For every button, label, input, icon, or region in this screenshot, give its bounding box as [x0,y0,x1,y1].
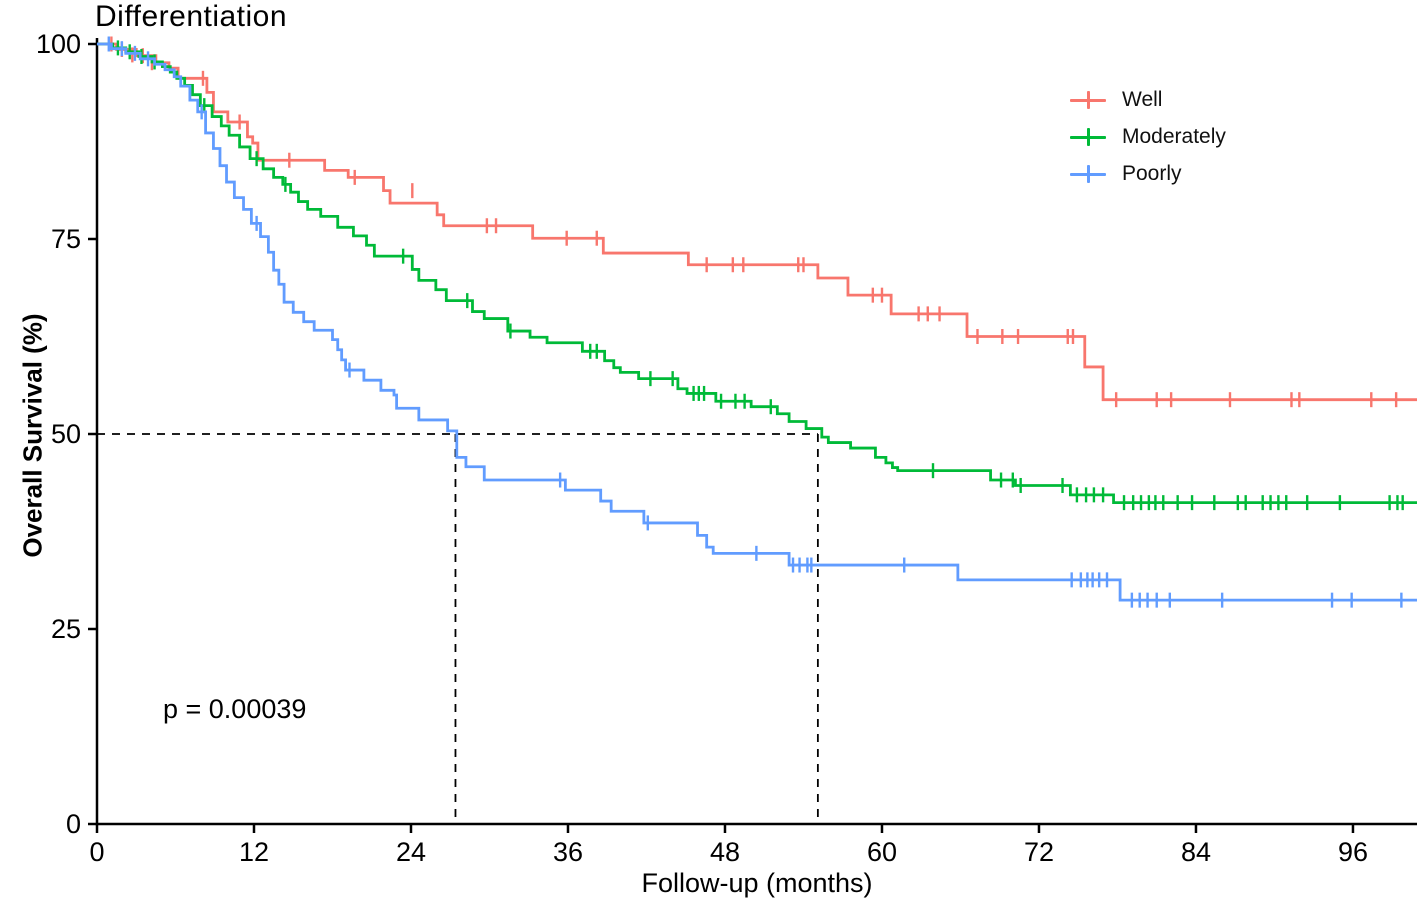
svg-text:100: 100 [36,29,81,59]
svg-text:48: 48 [710,837,740,867]
plot-title: Differentiation [95,0,288,33]
svg-text:0: 0 [66,809,81,839]
svg-text:84: 84 [1181,837,1211,867]
svg-text:36: 36 [553,837,583,867]
svg-text:12: 12 [239,837,269,867]
svg-text:75: 75 [51,224,81,254]
legend-item-moderately: Moderately [1068,123,1226,151]
svg-text:0: 0 [89,837,104,867]
legend-item-label: Moderately [1122,125,1226,148]
legend-item-label: Well [1122,88,1163,111]
p-value-label: p = 0.00039 [163,694,307,724]
legend-item-well: Well [1068,86,1226,114]
censor-cross-icon [1068,86,1108,114]
legend-item-poorly: Poorly [1068,160,1226,188]
svg-text:96: 96 [1338,837,1368,867]
legend-item-label: Poorly [1122,162,1182,185]
svg-text:50: 50 [51,419,81,449]
censor-cross-icon [1068,160,1108,188]
y-axis-label: Overall Survival (%) [17,313,48,558]
x-axis-label: Follow-up (months) [641,868,873,898]
legend: Well Moderately Poorly [1068,86,1226,188]
svg-text:25: 25 [51,614,81,644]
svg-text:72: 72 [1024,837,1054,867]
svg-text:60: 60 [867,837,897,867]
svg-text:24: 24 [396,837,426,867]
censor-cross-icon [1068,123,1108,151]
